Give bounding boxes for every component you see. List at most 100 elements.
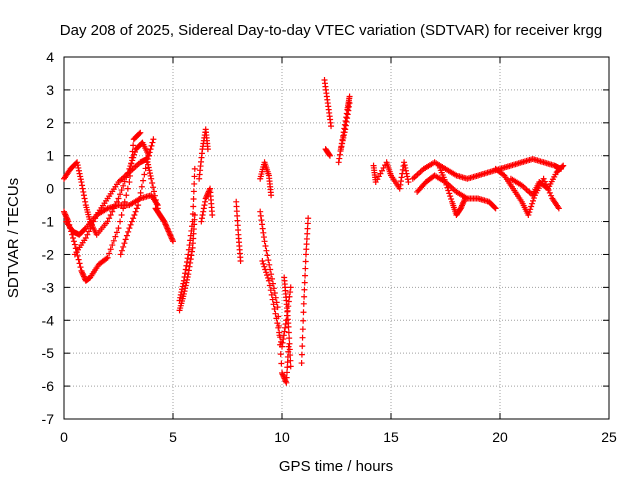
data-point-marker: [260, 260, 267, 267]
y-tick-label: -6: [42, 378, 55, 394]
data-point-marker: [283, 379, 290, 386]
data-point-marker: [81, 195, 88, 202]
data-point-marker: [341, 129, 348, 136]
data-point-marker: [183, 262, 190, 269]
data-point-marker: [79, 182, 86, 189]
data-point-marker: [269, 275, 276, 282]
y-tick-label: 3: [46, 82, 54, 98]
data-point-marker: [276, 329, 283, 336]
data-point-marker: [282, 324, 289, 331]
data-point-marker: [302, 251, 309, 258]
x-tick-label: 0: [60, 429, 68, 445]
data-point-marker: [339, 137, 346, 144]
data-point-marker: [71, 241, 78, 248]
data-point-marker: [279, 343, 285, 350]
data-point-marker: [405, 179, 412, 186]
y-tick-label: 0: [46, 181, 54, 197]
data-point-marker: [180, 277, 187, 284]
data-point-marker: [142, 165, 149, 172]
data-point-marker: [90, 218, 97, 225]
data-point-marker: [92, 215, 99, 222]
data-point-marker: [304, 220, 311, 227]
data-point-marker: [403, 170, 410, 177]
data-point-marker: [184, 255, 191, 262]
data-point-marker: [80, 188, 87, 195]
data-point-marker: [300, 309, 307, 316]
data-point-marker: [528, 203, 535, 210]
x-tick-label: 20: [492, 429, 508, 445]
data-point-marker: [131, 211, 138, 218]
data-point-marker: [179, 283, 186, 290]
data-point-marker: [301, 286, 308, 293]
data-point-marker: [184, 258, 191, 265]
data-point-marker: [261, 263, 268, 270]
data-point-marker: [299, 334, 306, 341]
data-point-marker: [129, 148, 136, 155]
data-point-marker: [274, 304, 281, 311]
data-point-marker: [118, 211, 125, 218]
data-point-marker: [141, 171, 148, 178]
data-point-marker: [149, 139, 156, 146]
data-point-marker: [285, 343, 292, 350]
data-point-marker: [198, 215, 205, 222]
data-point-marker: [137, 129, 144, 136]
data-point-marker: [190, 203, 197, 210]
data-point-marker: [151, 192, 158, 199]
data-point-marker: [201, 202, 208, 209]
data-point-marker: [104, 254, 111, 261]
x-tick-labels: 0 5 10 15 20 25: [60, 429, 617, 445]
data-point-marker: [82, 235, 89, 241]
data-point-marker: [266, 261, 273, 268]
data-point-marker: [285, 329, 292, 336]
data-point-marker: [346, 93, 353, 100]
data-point-marker: [401, 159, 408, 166]
data-point-marker: [342, 126, 349, 133]
data-point-marker: [525, 211, 532, 218]
data-point-marker: [187, 259, 194, 266]
data-point-marker: [262, 266, 269, 273]
x-tick-label: 15: [383, 429, 399, 445]
data-point-marker: [526, 209, 533, 216]
data-point-marker: [299, 326, 306, 333]
data-point-marker: [397, 181, 404, 188]
data-point-marker: [529, 200, 536, 207]
data-point-marker: [77, 176, 84, 183]
data-point-marker: [305, 215, 312, 222]
data-point-marker: [491, 204, 498, 211]
data-point-marker: [303, 235, 310, 242]
data-point-marker: [346, 100, 353, 107]
data-point-marker: [117, 218, 124, 225]
data-point-marker: [287, 352, 294, 359]
data-point-marker: [170, 238, 176, 245]
x-axis-label: GPS time / hours: [279, 458, 393, 475]
data-point-marker: [268, 192, 275, 199]
data-point-marker: [133, 205, 140, 212]
data-point-marker: [287, 363, 294, 370]
data-point-marker: [151, 188, 158, 195]
data-point-marker: [126, 179, 133, 186]
y-axis-label: SDTVAR / TECUs: [5, 178, 22, 298]
plot-frame: [63, 56, 610, 420]
data-point-marker: [136, 130, 143, 137]
data-point-marker: [298, 360, 305, 367]
data-point-marker: [144, 156, 151, 163]
data-point-marker: [257, 212, 264, 219]
chart-title: Day 208 of 2025, Sidereal Day-to-day VTE…: [60, 22, 602, 39]
data-point-marker: [328, 123, 335, 130]
grid-layer: [64, 57, 609, 419]
data-point-marker: [286, 340, 293, 347]
data-point-marker: [555, 205, 562, 212]
data-points: [61, 77, 567, 386]
data-point-marker: [266, 282, 273, 289]
data-point-marker: [335, 159, 342, 166]
data-point-marker: [257, 208, 264, 215]
data-point-marker: [287, 284, 294, 291]
data-point-marker: [177, 294, 184, 301]
data-point-marker: [259, 225, 266, 232]
data-point-marker: [77, 173, 84, 180]
data-point-marker: [128, 218, 135, 225]
data-point-marker: [283, 369, 290, 376]
data-point-marker: [280, 332, 287, 339]
data-point-marker: [287, 357, 294, 364]
data-point-marker: [107, 211, 114, 218]
